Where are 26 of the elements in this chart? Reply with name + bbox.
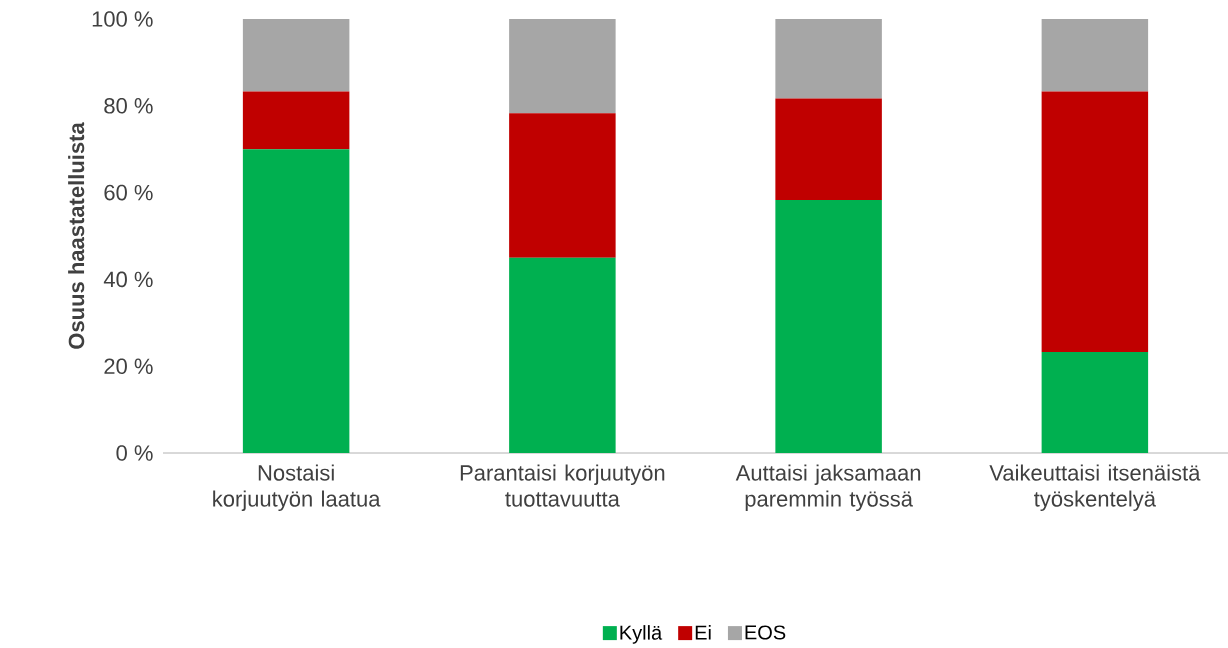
x-tick-label: Nostaisi korjuutyön laatua <box>213 464 381 512</box>
bar <box>242 19 350 92</box>
y-tick-label: 0 % <box>116 445 153 461</box>
bar <box>242 149 350 453</box>
y-tick-label: 20 % <box>104 358 153 374</box>
bar <box>775 199 882 453</box>
bar <box>509 257 616 453</box>
legend-label: Kyllä <box>620 625 663 644</box>
x-tick-label: Parantaisi korjuutyön tuottavuutta <box>460 464 665 507</box>
y-tick-label: 40 % <box>103 271 153 288</box>
bar <box>242 91 350 150</box>
legend-label: EOS <box>745 625 786 640</box>
bar <box>509 19 616 114</box>
bar <box>775 19 882 99</box>
x-tick-label: Auttaisi jaksamaan paremmin työssä <box>735 464 921 512</box>
bar <box>1041 91 1149 352</box>
bar <box>509 113 616 258</box>
y-axis-title: Osuus haastatelluista <box>68 122 85 349</box>
bar <box>775 98 882 200</box>
legend-label: Ei <box>695 625 711 640</box>
bar <box>1041 19 1149 92</box>
bar <box>1041 351 1149 453</box>
x-tick-label: Vaikeuttaisi itsenäistä työskentelyä <box>989 464 1201 512</box>
y-tick-label: 100 % <box>92 11 153 27</box>
y-tick-label: 60 % <box>104 184 153 201</box>
y-tick-label: 80 % <box>104 98 153 114</box>
